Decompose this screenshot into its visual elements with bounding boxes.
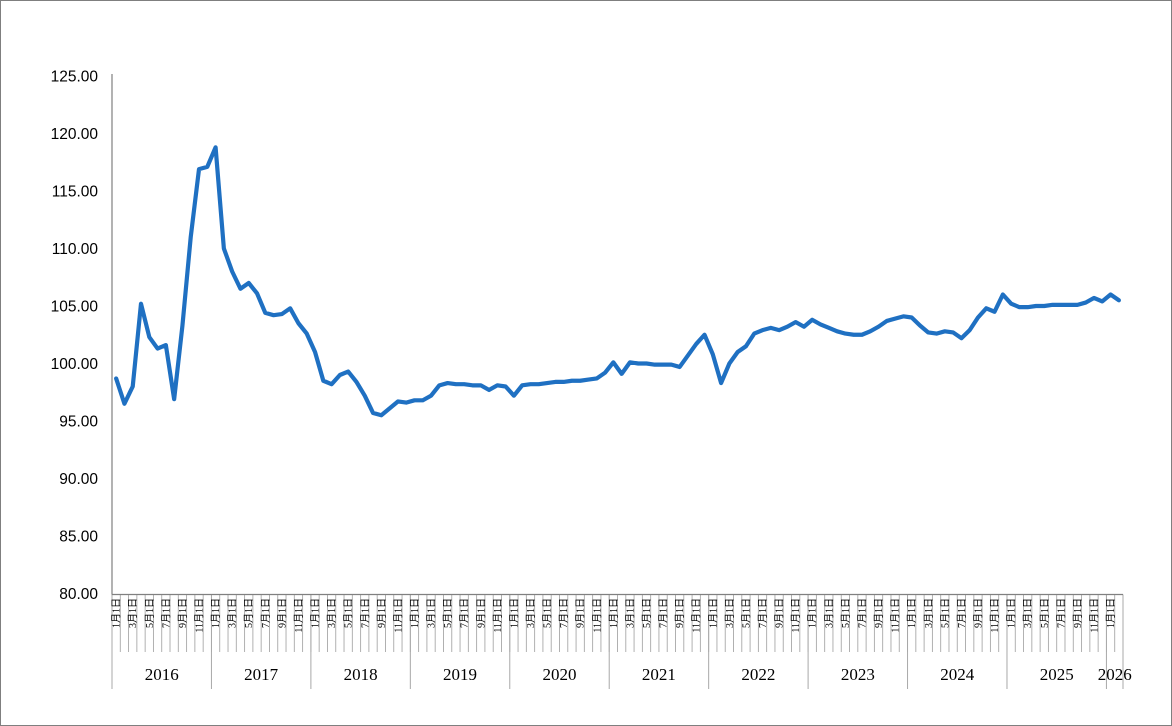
x-axis-month-label: 7月1日 — [856, 598, 868, 628]
x-axis-month-label: 3月1日 — [624, 598, 636, 628]
x-axis-month-label: 1月1日 — [906, 598, 918, 628]
x-axis-month-label: 9月1日 — [674, 598, 686, 628]
x-axis-month-label: 11月1日 — [691, 598, 703, 633]
y-axis-tick-label: 115.00 — [52, 184, 99, 201]
x-axis-year-label: 2024 — [940, 665, 975, 684]
x-axis-month-label: 11月1日 — [194, 598, 206, 633]
x-axis-month-label: 7月1日 — [658, 598, 670, 628]
x-axis-month-label: 1月1日 — [1006, 598, 1018, 628]
x-axis-month-label: 5月1日 — [641, 598, 653, 628]
y-axis-tick-label: 90.00 — [59, 471, 98, 488]
x-axis-month-label: 1月1日 — [111, 598, 123, 628]
x-axis-month-label: 7月1日 — [160, 598, 172, 628]
y-axis-tick-label: 85.00 — [59, 529, 98, 546]
x-axis-month-label: 11月1日 — [492, 598, 504, 633]
x-axis-month-label: 11月1日 — [591, 598, 603, 633]
x-axis-year-label: 2023 — [841, 665, 875, 684]
x-axis-month-label: 5月1日 — [243, 598, 255, 628]
x-axis-month-label: 7月1日 — [956, 598, 968, 628]
x-axis-month-label: 9月1日 — [1072, 598, 1084, 628]
y-axis-tick-label: 100.00 — [51, 356, 99, 373]
x-axis-month-label: 5月1日 — [939, 598, 951, 628]
x-axis-year-label: 2017 — [244, 665, 279, 684]
x-axis-month-label: 11月1日 — [1089, 598, 1101, 633]
y-axis-tick-label: 105.00 — [51, 299, 99, 316]
x-axis-month-label: 3月1日 — [724, 598, 736, 628]
x-axis-month-label: 7月1日 — [260, 598, 272, 628]
x-axis-month-label: 7月1日 — [558, 598, 570, 628]
x-axis-month-label: 9月1日 — [475, 598, 487, 628]
x-axis-month-label: 5月1日 — [144, 598, 156, 628]
x-axis-year-label: 2019 — [443, 665, 477, 684]
x-axis-month-label: 3月1日 — [923, 598, 935, 628]
x-axis-month-label: 3月1日 — [1022, 598, 1034, 628]
x-axis-month-label: 9月1日 — [873, 598, 885, 628]
x-axis-month-label: 3月1日 — [426, 598, 438, 628]
x-axis-month-label: 5月1日 — [840, 598, 852, 628]
x-axis-month-label: 1月1日 — [608, 598, 620, 628]
x-axis-month-label: 3月1日 — [127, 598, 139, 628]
y-axis-tick-label: 125.00 — [51, 69, 99, 86]
x-axis-year-label: 2016 — [145, 665, 179, 684]
x-axis-month-label: 11月1日 — [989, 598, 1001, 633]
x-axis-month-label: 1月1日 — [409, 598, 421, 628]
x-axis-month-label: 9月1日 — [972, 598, 984, 628]
x-axis-month-label: 3月1日 — [326, 598, 338, 628]
x-axis-month-label: 1月1日 — [807, 598, 819, 628]
x-axis-year-label: 2020 — [542, 665, 576, 684]
x-axis-month-label: 9月1日 — [376, 598, 388, 628]
x-axis-year-label: 2021 — [642, 665, 676, 684]
x-axis-month-label: 1月1日 — [210, 598, 222, 628]
x-axis-month-label: 9月1日 — [575, 598, 587, 628]
x-axis-month-label: 3月1日 — [525, 598, 537, 628]
x-axis-month-label: 1月1日 — [1105, 598, 1117, 628]
x-axis-month-label: 7月1日 — [359, 598, 371, 628]
x-axis-month-label: 9月1日 — [276, 598, 288, 628]
x-axis-month-label: 1月1日 — [707, 598, 719, 628]
x-axis-month-label: 5月1日 — [740, 598, 752, 628]
x-axis-month-label: 11月1日 — [790, 598, 802, 633]
y-axis-tick-label: 80.00 — [59, 586, 98, 603]
x-axis-month-label: 5月1日 — [1039, 598, 1051, 628]
x-axis-year-label: 2018 — [344, 665, 378, 684]
y-axis-tick-label: 110.00 — [52, 241, 99, 258]
x-axis-year-label: 2025 — [1040, 665, 1074, 684]
x-axis-year-label: 2022 — [741, 665, 775, 684]
x-axis-month-label: 3月1日 — [227, 598, 239, 628]
x-axis-month-label: 11月1日 — [392, 598, 404, 633]
y-axis-tick-label: 95.00 — [59, 414, 98, 431]
series-line — [114, 145, 1121, 418]
x-axis-month-label: 7月1日 — [459, 598, 471, 628]
y-axis-tick-label: 120.00 — [51, 126, 99, 143]
x-axis-month-label: 11月1日 — [890, 598, 902, 633]
x-axis-month-label: 5月1日 — [542, 598, 554, 628]
x-axis-year-label: 2026 — [1098, 665, 1132, 684]
x-axis-month-label: 7月1日 — [757, 598, 769, 628]
x-axis-month-label: 1月1日 — [508, 598, 520, 628]
x-axis-month-label: 7月1日 — [1055, 598, 1067, 628]
x-axis-month-label: 3月1日 — [823, 598, 835, 628]
x-axis-month-label: 5月1日 — [343, 598, 355, 628]
x-axis-month-label: 11月1日 — [293, 598, 305, 633]
x-axis-month-label: 1月1日 — [310, 598, 322, 628]
x-axis-month-label: 5月1日 — [442, 598, 454, 628]
x-axis-month-label: 9月1日 — [774, 598, 786, 628]
x-axis-month-label: 9月1日 — [177, 598, 189, 628]
